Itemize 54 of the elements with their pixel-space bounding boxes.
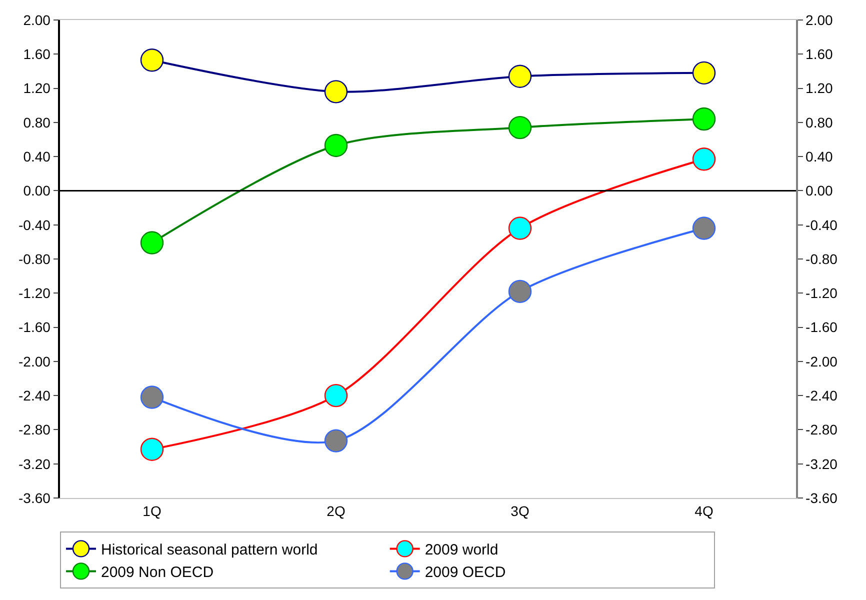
y-tick-label: 0.40 [23, 148, 51, 164]
x-tick-label: 3Q [510, 502, 530, 519]
y-tick-label: -2.00 [18, 353, 51, 370]
point [140, 48, 164, 72]
point [692, 61, 716, 85]
point [508, 280, 532, 304]
y2-tick-label: 1.20 [806, 80, 834, 96]
y2-tick-label: -2.00 [806, 353, 838, 370]
legend-label: 2009 OECD [424, 564, 506, 582]
y2-tick-label: 0.00 [806, 182, 834, 199]
y2-tick-label: 0.80 [806, 114, 834, 130]
y2-tick-label: -2.80 [806, 422, 838, 438]
y2-tick-label: 1.60 [806, 46, 834, 62]
y2-tick-label: 0.40 [806, 148, 834, 164]
legend-label: Historical seasonal pattern world [101, 542, 318, 559]
y2-tick-label: -1.20 [806, 285, 838, 302]
point [324, 429, 348, 452]
y2-tick-label: -0.40 [806, 216, 838, 233]
point [508, 216, 532, 240]
point [324, 80, 348, 104]
y-tick-label: 2.00 [23, 12, 51, 28]
y2-tick-label: -2.40 [806, 387, 838, 404]
y-tick-label: -1.60 [18, 319, 51, 336]
y2-tick-label: 2.00 [806, 12, 834, 28]
y2-tick-label: -0.80 [806, 250, 838, 267]
y-tick-label: -0.80 [18, 250, 51, 267]
point [692, 216, 716, 240]
x-tick-label: 1Q [142, 502, 162, 519]
point [324, 134, 348, 158]
point [140, 231, 164, 254]
y-tick-label: 0.00 [23, 182, 51, 199]
y2-tick-label: -3.60 [806, 490, 838, 506]
legend-label: 2009 world [424, 542, 498, 559]
y-tick-label: 0.80 [23, 114, 51, 130]
y-tick-label: -2.80 [18, 422, 51, 438]
y-tick-label: -0.40 [18, 216, 51, 233]
point [508, 64, 532, 88]
y-tick-label: -1.20 [18, 285, 51, 302]
x-tick-label: 2Q [326, 502, 346, 519]
x-tick-label: 4Q [694, 502, 714, 519]
y2-tick-label: -1.60 [806, 319, 838, 336]
point [324, 384, 348, 408]
y-tick-label: 1.20 [23, 80, 51, 96]
point [140, 438, 164, 461]
point [692, 148, 716, 171]
y-tick-label: -3.20 [18, 456, 51, 472]
legend-label: 2009 Non OECD [101, 564, 214, 582]
y2-tick-label: -3.20 [806, 456, 838, 472]
point [508, 116, 532, 140]
y-tick-label: -2.40 [18, 387, 51, 404]
point [692, 107, 716, 131]
y-tick-label: 1.60 [23, 46, 51, 62]
point [140, 386, 164, 409]
y-tick-label: -3.60 [18, 490, 51, 506]
